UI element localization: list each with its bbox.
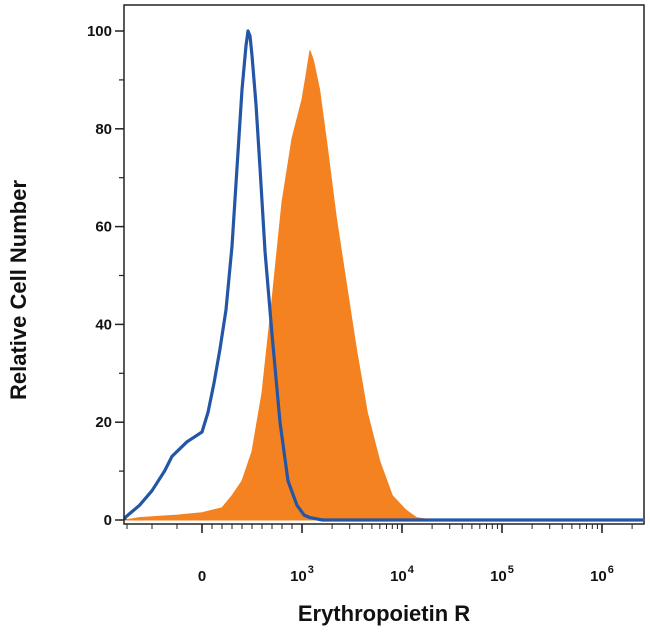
x-tick-label: 106 — [590, 564, 614, 585]
plot-frame — [123, 4, 645, 525]
x-tick-label: 105 — [490, 564, 514, 585]
y-tick-label: 20 — [95, 414, 112, 431]
x-tick-label: 103 — [290, 564, 314, 585]
y-axis-title: Relative Cell Number — [6, 180, 31, 401]
series-filled-histogram — [124, 50, 643, 521]
y-tick-label: 80 — [95, 121, 112, 138]
x-tick-label: 104 — [390, 564, 415, 585]
y-tick-label: 100 — [87, 23, 112, 40]
x-axis: 0 103 104 105 106 — [126, 524, 633, 585]
x-axis-title: Erythropoietin R — [298, 601, 470, 626]
y-tick-label: 40 — [95, 316, 112, 333]
series-outline-histogram — [123, 29, 643, 522]
x-tick-label: 0 — [198, 568, 206, 585]
series-layer — [123, 29, 643, 522]
y-axis: 0 20 40 60 80 100 — [87, 23, 124, 529]
y-tick-label: 60 — [95, 219, 112, 236]
y-tick-label: 0 — [104, 512, 112, 529]
